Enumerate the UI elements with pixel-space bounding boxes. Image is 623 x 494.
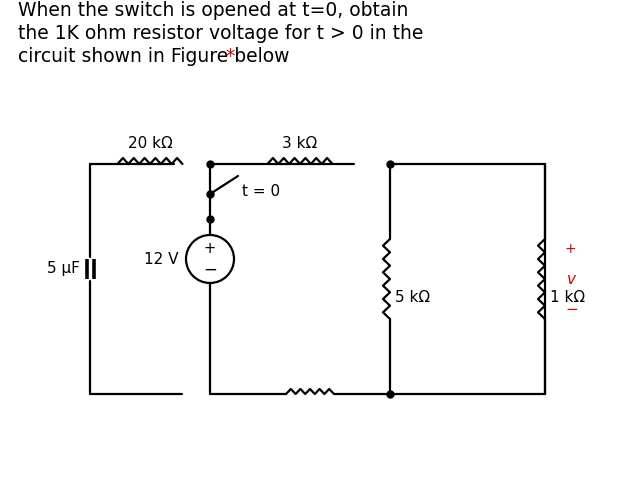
- Text: circuit shown in Figure below: circuit shown in Figure below: [18, 47, 295, 66]
- Text: 12 V: 12 V: [143, 251, 178, 266]
- Text: When the switch is opened at t=0, obtain: When the switch is opened at t=0, obtain: [18, 1, 408, 20]
- Text: −: −: [203, 261, 217, 279]
- Text: 5 kΩ: 5 kΩ: [395, 289, 430, 304]
- Text: 5 μF: 5 μF: [47, 261, 80, 277]
- Text: +: +: [565, 242, 577, 256]
- Text: 1 kΩ: 1 kΩ: [550, 289, 585, 304]
- Text: 20 kΩ: 20 kΩ: [128, 136, 173, 151]
- Text: the 1K ohm resistor voltage for t > 0 in the: the 1K ohm resistor voltage for t > 0 in…: [18, 24, 424, 43]
- Text: t = 0: t = 0: [242, 184, 280, 199]
- Text: 3 kΩ: 3 kΩ: [282, 136, 318, 151]
- Text: +: +: [204, 242, 216, 256]
- Text: v: v: [567, 272, 576, 287]
- Text: *: *: [225, 47, 234, 66]
- Text: −: −: [565, 301, 578, 317]
